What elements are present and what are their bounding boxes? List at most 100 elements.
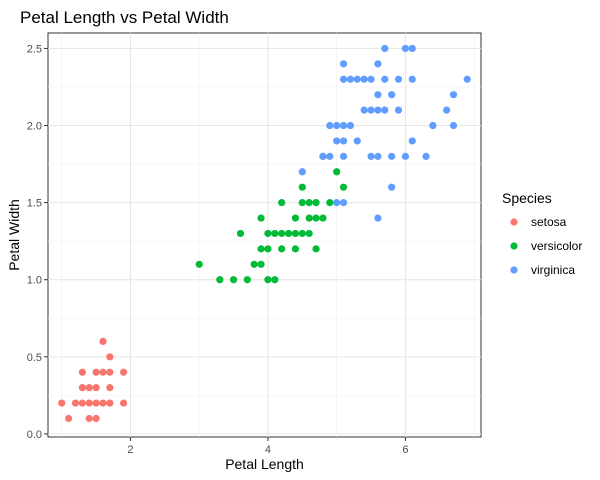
data-point-virginica — [381, 75, 389, 83]
data-point-versicolor — [339, 183, 348, 191]
legend-marker-virginica — [510, 266, 518, 274]
data-point-virginica — [463, 75, 471, 83]
legend-marker-versicolor — [510, 242, 518, 250]
data-point-setosa — [92, 399, 100, 407]
data-point-setosa — [120, 368, 128, 376]
y-tick-label: 0.5 — [27, 352, 42, 364]
data-point-virginica — [298, 168, 306, 176]
data-point-versicolor — [291, 229, 300, 238]
data-point-virginica — [422, 152, 430, 160]
data-point-versicolor — [278, 229, 286, 238]
legend-items: setosa versicolor virginica — [510, 215, 582, 277]
data-point-virginica — [443, 106, 451, 114]
data-point-versicolor — [333, 168, 341, 176]
data-point-virginica — [394, 75, 403, 83]
x-tick-label: 4 — [265, 444, 271, 456]
data-point-virginica — [374, 60, 382, 68]
x-tick-label: 6 — [402, 444, 408, 456]
data-point-virginica — [388, 183, 396, 191]
data-point-virginica — [394, 106, 403, 114]
data-point-virginica — [326, 152, 334, 160]
data-point-versicolor — [257, 214, 265, 222]
data-point-setosa — [106, 384, 114, 392]
y-axis-title: Petal Width — [6, 199, 22, 271]
data-point-virginica — [374, 106, 382, 114]
data-point-virginica — [408, 44, 416, 53]
data-point-virginica — [339, 121, 348, 130]
y-tick-label: 2.5 — [27, 43, 42, 55]
data-point-versicolor — [264, 276, 272, 284]
data-point-virginica — [374, 214, 382, 222]
data-point-virginica — [401, 152, 409, 160]
data-point-virginica — [339, 60, 348, 68]
data-point-versicolor — [298, 183, 306, 191]
data-point-virginica — [388, 152, 396, 160]
data-point-versicolor — [195, 260, 203, 268]
data-point-virginica — [326, 121, 334, 130]
data-point-virginica — [339, 199, 348, 207]
data-point-versicolor — [312, 199, 320, 207]
data-point-virginica — [346, 121, 355, 130]
y-tick-label: 1.5 — [27, 198, 42, 210]
legend-label-versicolor: versicolor — [531, 239, 582, 253]
data-point-virginica — [388, 91, 396, 99]
data-point-versicolor — [257, 260, 265, 268]
data-point-setosa — [78, 368, 86, 376]
data-point-versicolor — [291, 214, 300, 222]
y-tick-label: 0.0 — [27, 429, 42, 441]
data-point-virginica — [401, 44, 409, 53]
x-axis-ticks: 2 4 6 — [127, 437, 408, 456]
data-point-setosa — [85, 399, 93, 407]
data-point-virginica — [319, 152, 327, 160]
data-point-versicolor — [305, 214, 313, 222]
data-point-versicolor — [319, 214, 327, 222]
data-point-versicolor — [257, 245, 265, 253]
data-point-versicolor — [271, 229, 279, 238]
data-point-setosa — [78, 399, 86, 407]
y-tick-label: 2.0 — [27, 121, 42, 133]
data-point-virginica — [429, 121, 437, 130]
data-point-virginica — [367, 106, 375, 114]
data-point-virginica — [408, 137, 416, 145]
data-point-versicolor — [278, 245, 286, 253]
data-point-virginica — [333, 199, 341, 207]
data-point-versicolor — [298, 229, 306, 238]
data-point-setosa — [71, 399, 80, 407]
data-point-virginica — [353, 137, 361, 145]
data-point-versicolor — [271, 276, 279, 284]
data-point-virginica — [449, 91, 458, 99]
data-point-virginica — [346, 75, 355, 83]
data-point-setosa — [65, 414, 73, 423]
major-gridlines — [48, 33, 481, 437]
data-point-virginica — [381, 106, 389, 114]
data-point-virginica — [339, 137, 348, 145]
data-point-virginica — [374, 91, 382, 99]
data-points — [58, 44, 471, 423]
minor-gridlines — [48, 33, 481, 437]
plot-panel — [47, 32, 482, 438]
legend-marker-setosa — [510, 218, 518, 226]
data-point-versicolor — [250, 260, 258, 268]
data-point-versicolor — [312, 245, 320, 253]
data-point-versicolor — [305, 229, 313, 238]
data-point-versicolor — [236, 229, 245, 238]
data-point-virginica — [381, 44, 389, 53]
data-point-setosa — [92, 414, 100, 423]
data-point-setosa — [92, 368, 100, 376]
data-point-virginica — [333, 121, 341, 130]
data-point-setosa — [99, 399, 107, 407]
data-point-virginica — [374, 152, 382, 160]
data-point-setosa — [106, 368, 114, 376]
chart-title: Petal Length vs Petal Width — [20, 8, 229, 27]
data-point-setosa — [85, 384, 93, 392]
data-point-virginica — [339, 152, 348, 160]
data-point-setosa — [85, 414, 93, 423]
y-tick-label: 1.0 — [27, 275, 42, 287]
data-point-versicolor — [216, 276, 224, 284]
data-point-virginica — [333, 137, 341, 145]
data-point-versicolor — [326, 199, 334, 207]
data-point-setosa — [78, 384, 86, 392]
data-point-virginica — [367, 75, 375, 83]
data-point-setosa — [92, 384, 100, 392]
